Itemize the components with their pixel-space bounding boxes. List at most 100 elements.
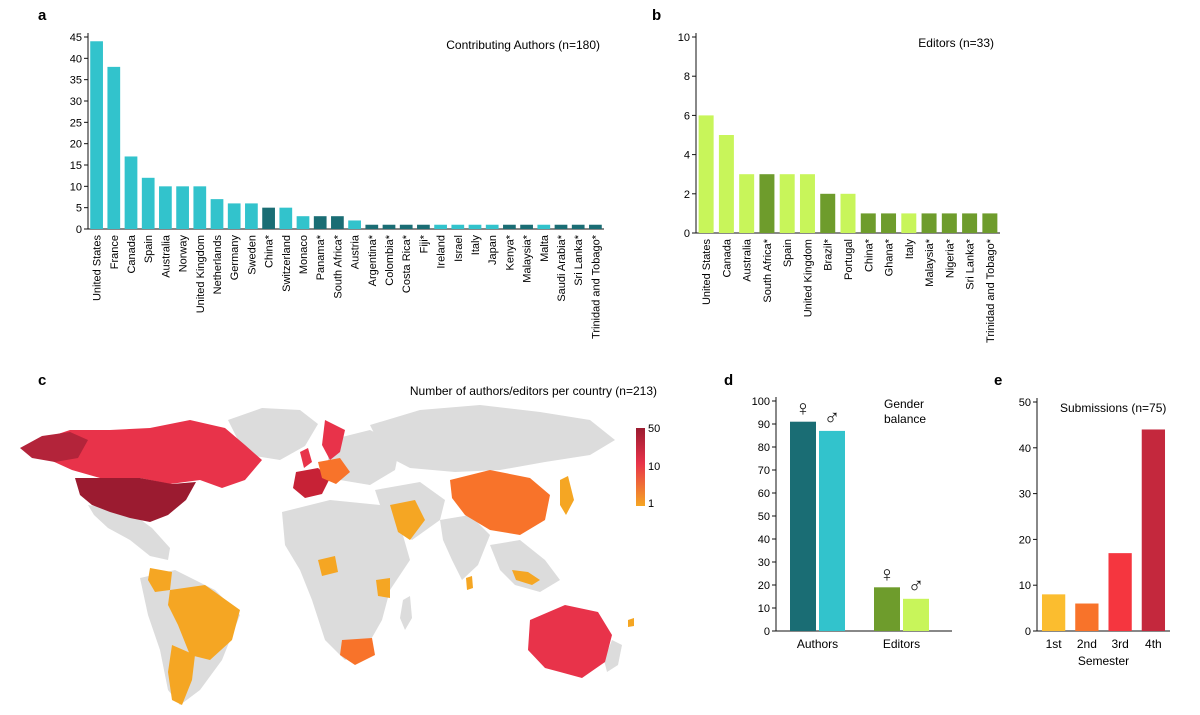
bar-kenya: [503, 224, 516, 229]
map-country-spain-france: [293, 468, 330, 498]
x-tick-label-sri-lanka: Sri Lanka*: [573, 234, 585, 285]
chart-title-line-1: Gender: [884, 397, 924, 411]
chart-title: Contributing Authors (n=180): [446, 38, 600, 52]
map-title: Number of authors/editors per country (n…: [410, 384, 657, 398]
x-tick-label-united-states: United States: [701, 239, 713, 306]
bar-australia: [159, 186, 172, 229]
y-tick-label: 60: [758, 488, 770, 500]
map-country-saudi-arabia: [390, 500, 425, 540]
x-tick-label-kenya: Kenya*: [504, 234, 516, 270]
world-map: Number of authors/editors per country (n…: [20, 384, 660, 705]
bar-portugal: [840, 193, 856, 233]
bar-malta: [537, 224, 551, 229]
y-tick-label: 30: [758, 557, 770, 569]
map-legend-colorbar: [636, 428, 645, 506]
bar-switzerland: [279, 207, 293, 229]
x-tick-label-canada: Canada: [126, 234, 138, 273]
bar-united-kingdom: [799, 174, 815, 233]
male-symbol-icon: ♂: [908, 573, 925, 598]
y-tick-label: 30: [70, 96, 82, 108]
bar-south-africa: [759, 174, 775, 233]
bar-panama: [313, 216, 327, 229]
x-tick-label-nigeria: Nigeria*: [944, 238, 956, 278]
map-country-malaysia: [512, 570, 540, 585]
bar-italy: [901, 213, 917, 233]
x-tick-label-netherlands: Netherlands: [212, 235, 224, 295]
map-land-madagascar: [400, 596, 412, 630]
female-symbol-icon: ♀: [879, 561, 896, 586]
x-tick-label-australia: Australia: [742, 238, 754, 282]
bar-ghana: [881, 213, 897, 233]
y-tick-label: 45: [70, 32, 82, 44]
x-tick-label-japan: Japan: [487, 235, 499, 265]
bar-trinidad-and-tobago: [589, 224, 602, 229]
female-symbol-icon: ♀: [795, 396, 812, 421]
y-tick-label: 0: [1025, 626, 1031, 638]
chart-gender-balance: 0 10 20 30 40 50 60 70 80 90 100 ♀ ♂ Authors ♀ ♂ Editors…: [752, 396, 952, 651]
x-tick-label-trinidad-and-tobago: Trinidad and Tobago*: [590, 234, 602, 339]
bar-germany: [227, 203, 241, 229]
y-tick-label: 20: [758, 580, 770, 592]
x-tick-label-2nd: 2nd: [1077, 637, 1097, 651]
x-tick-label-3rd: 3rd: [1111, 637, 1128, 651]
bar-1st: [1041, 594, 1066, 631]
bar-canada: [718, 135, 734, 233]
y-tick-label: 70: [758, 465, 770, 477]
map-country-japan: [560, 476, 574, 515]
x-tick-label-china: China*: [863, 238, 875, 272]
map-legend-tick-50: 50: [648, 423, 660, 435]
x-tick-label-south-africa: South Africa*: [762, 238, 774, 302]
bar-japan: [485, 224, 499, 229]
bar-2nd: [1075, 603, 1099, 631]
y-tick-label: 50: [758, 511, 770, 523]
bar-france: [107, 66, 121, 229]
x-tick-label-malta: Malta: [539, 234, 551, 262]
panel-letter-b: b: [652, 7, 661, 24]
bar-spain: [141, 177, 155, 229]
x-tick-label-italy: Italy: [904, 239, 916, 260]
map-country-sri-lanka: [466, 576, 473, 590]
y-tick-label: 50: [1019, 397, 1031, 409]
bar-sweden: [245, 203, 258, 229]
map-land-india: [440, 515, 490, 580]
y-tick-label: 10: [70, 181, 82, 193]
x-tick-label-south-africa: South Africa*: [332, 234, 344, 298]
x-tick-label-china: China*: [264, 234, 276, 268]
y-tick-label: 6: [684, 110, 690, 122]
x-tick-label-saudi-arabia: Saudi Arabia*: [556, 234, 568, 301]
x-tick-label-germany: Germany: [229, 235, 241, 281]
x-tick-label-1st: 1st: [1046, 637, 1063, 651]
bar-united-kingdom: [193, 186, 207, 229]
x-tick-label-sweden: Sweden: [246, 235, 258, 275]
x-tick-label-sri-lanka: Sri Lanka*: [965, 238, 977, 289]
bar-saudi-arabia: [554, 224, 568, 229]
x-tick-label-united-states: United States: [92, 235, 104, 302]
y-tick-label: 10: [758, 603, 770, 615]
y-tick-label: 35: [70, 75, 82, 87]
x-tick-label-malaysia: Malaysia*: [522, 234, 534, 282]
bar-sri-lanka: [571, 224, 585, 229]
map-country-argentina: [168, 645, 195, 705]
y-tick-label: 40: [758, 534, 770, 546]
x-tick-label-italy: Italy: [470, 235, 482, 256]
panel-letter-c: c: [38, 372, 46, 389]
map-country-south-africa: [340, 638, 375, 665]
x-tick-label-spain: Spain: [782, 239, 794, 267]
bar-ireland: [434, 224, 447, 229]
x-tick-label-portugal: Portugal: [843, 239, 855, 280]
bar-fiji: [417, 224, 430, 229]
bar-trinidad-and-tobago: [982, 213, 998, 233]
bar-italy: [468, 224, 482, 229]
y-tick-label: 80: [758, 442, 770, 454]
bar-austria: [348, 220, 361, 229]
x-axis-label: Semester: [1078, 654, 1129, 668]
y-tick-label: 5: [76, 203, 82, 215]
map-land-new-zealand: [604, 640, 622, 672]
x-tick-label-canada: Canada: [721, 238, 733, 277]
map-country-nigeria-ghana: [318, 556, 338, 576]
bar-netherlands: [210, 199, 224, 229]
map-country-fiji: [628, 618, 634, 627]
bar-spain: [779, 174, 795, 233]
y-tick-label: 25: [70, 117, 82, 129]
